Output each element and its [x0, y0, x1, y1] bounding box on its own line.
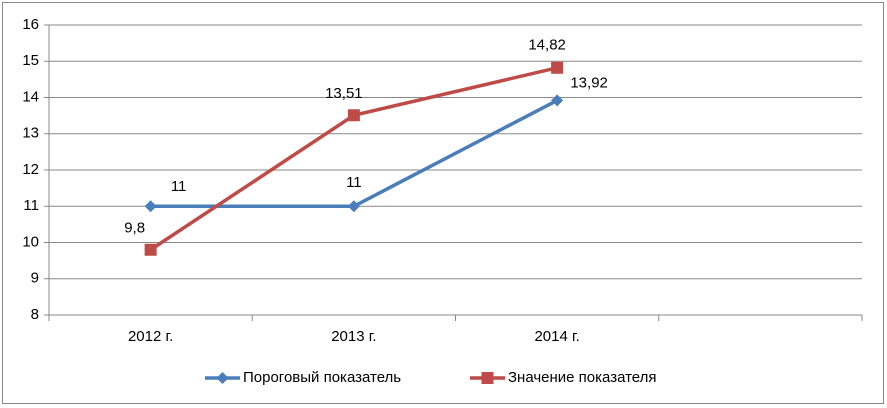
y-tick-label: 9 — [31, 270, 39, 287]
y-tick-label: 15 — [22, 52, 39, 69]
marker — [347, 109, 360, 122]
y-tick-label: 14 — [22, 88, 39, 105]
x-tick-label: 2013 г. — [331, 328, 376, 345]
data-label: 11 — [346, 174, 362, 191]
data-label: 13,51 — [325, 85, 363, 102]
y-tick-label: 12 — [22, 161, 39, 178]
y-tick-label: 11 — [23, 197, 39, 214]
x-tick-label: 2014 г. — [534, 328, 579, 345]
legend-marker — [481, 372, 494, 384]
y-tick-label: 16 — [22, 16, 39, 33]
legend-marker — [216, 372, 229, 384]
marker — [551, 61, 564, 74]
legend-label: Значение показателя — [508, 369, 657, 386]
x-tick-label: 2012 г. — [128, 328, 173, 345]
data-label: 14,82 — [528, 37, 566, 54]
y-tick-label: 13 — [22, 125, 39, 142]
data-label: 11 — [171, 178, 187, 195]
marker — [144, 200, 157, 213]
marker — [144, 243, 157, 256]
legend-label: Пороговый показатель — [243, 369, 401, 386]
y-tick-label: 10 — [22, 233, 39, 250]
data-label: 13,92 — [570, 74, 608, 91]
y-tick-label: 8 — [31, 306, 39, 323]
marker — [551, 94, 564, 107]
data-label: 9,8 — [124, 220, 145, 237]
marker — [347, 200, 360, 213]
